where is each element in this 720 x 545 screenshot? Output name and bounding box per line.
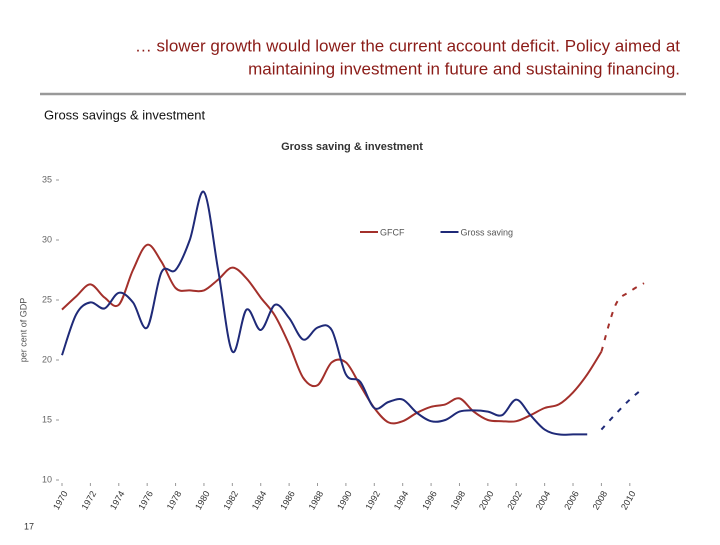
projection-line (600, 282, 645, 352)
x-tick-label: 1974 (108, 489, 127, 511)
series-line (61, 190, 588, 436)
y-tick-label: 15 (42, 414, 52, 424)
y-tick-label: 10 (42, 474, 52, 484)
x-tick-label: 1998 (449, 489, 468, 511)
chart-title: Gross saving & investment (281, 141, 423, 153)
x-tick-label: 2006 (562, 489, 581, 511)
legend: GFCF Gross saving (360, 227, 513, 237)
x-tick-label: 2010 (619, 489, 638, 511)
x-tick-label: 1986 (278, 489, 297, 511)
x-tick-label: 1982 (221, 489, 240, 511)
header-line: maintaining investment in future and sus… (248, 59, 680, 78)
projection-line (600, 386, 645, 431)
x-tick-label: 2004 (534, 489, 553, 511)
x-tick-label: 2008 (591, 489, 610, 511)
subtitle: Gross savings & investment (44, 107, 206, 122)
page-number: 17 (24, 521, 34, 531)
header-line: … slower growth would lower the current … (135, 36, 680, 55)
legend-label: Gross saving (461, 227, 514, 237)
y-tick-label: 35 (42, 174, 52, 184)
legend-label: GFCF (380, 227, 405, 237)
y-axis-label: per cent of GDP (18, 298, 28, 363)
x-tick-label: 1976 (136, 489, 155, 511)
x-tick-label: 1978 (165, 489, 184, 511)
y-tick-label: 25 (42, 294, 52, 304)
x-tick-label: 1988 (307, 489, 326, 511)
series-line (61, 243, 603, 425)
x-tick-label: 2000 (477, 489, 496, 511)
x-tick-label: 1996 (420, 489, 439, 511)
y-tick-label: 30 (42, 234, 52, 244)
x-tick-label: 1980 (193, 489, 212, 511)
x-tick-label: 1992 (363, 489, 382, 511)
x-tick-label: 1972 (80, 489, 99, 511)
x-tick-label: 1970 (51, 489, 70, 511)
x-tick-label: 2002 (505, 489, 524, 511)
x-tick-label: 1990 (335, 489, 354, 511)
y-tick-label: 20 (42, 354, 52, 364)
x-tick-label: 1984 (250, 489, 269, 511)
x-tick-label: 1994 (392, 489, 411, 511)
